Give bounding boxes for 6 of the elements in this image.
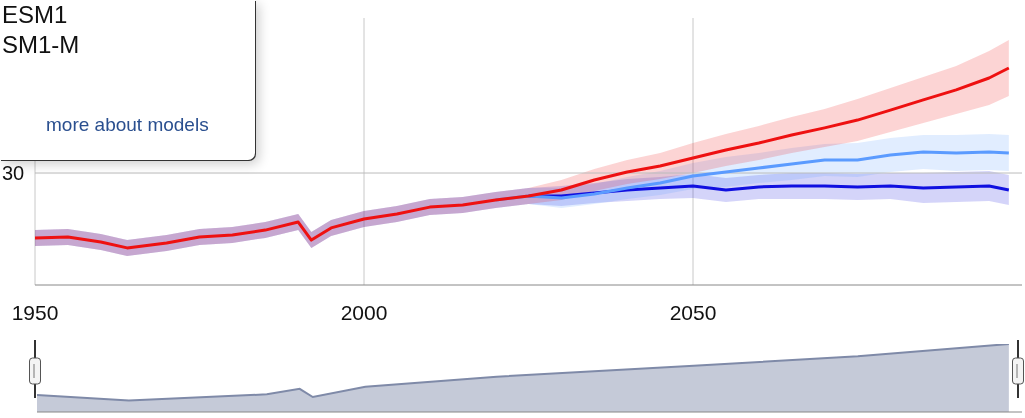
x-tick-label: 1950 <box>11 300 59 324</box>
text: 30 <box>2 162 25 185</box>
popup-panel: ESM1 SM1-M more about models <box>0 0 255 160</box>
x-tick-label: 2000 <box>340 300 388 324</box>
x-tick-label: 2050 <box>669 300 717 324</box>
annotation: more about models <box>46 114 209 136</box>
